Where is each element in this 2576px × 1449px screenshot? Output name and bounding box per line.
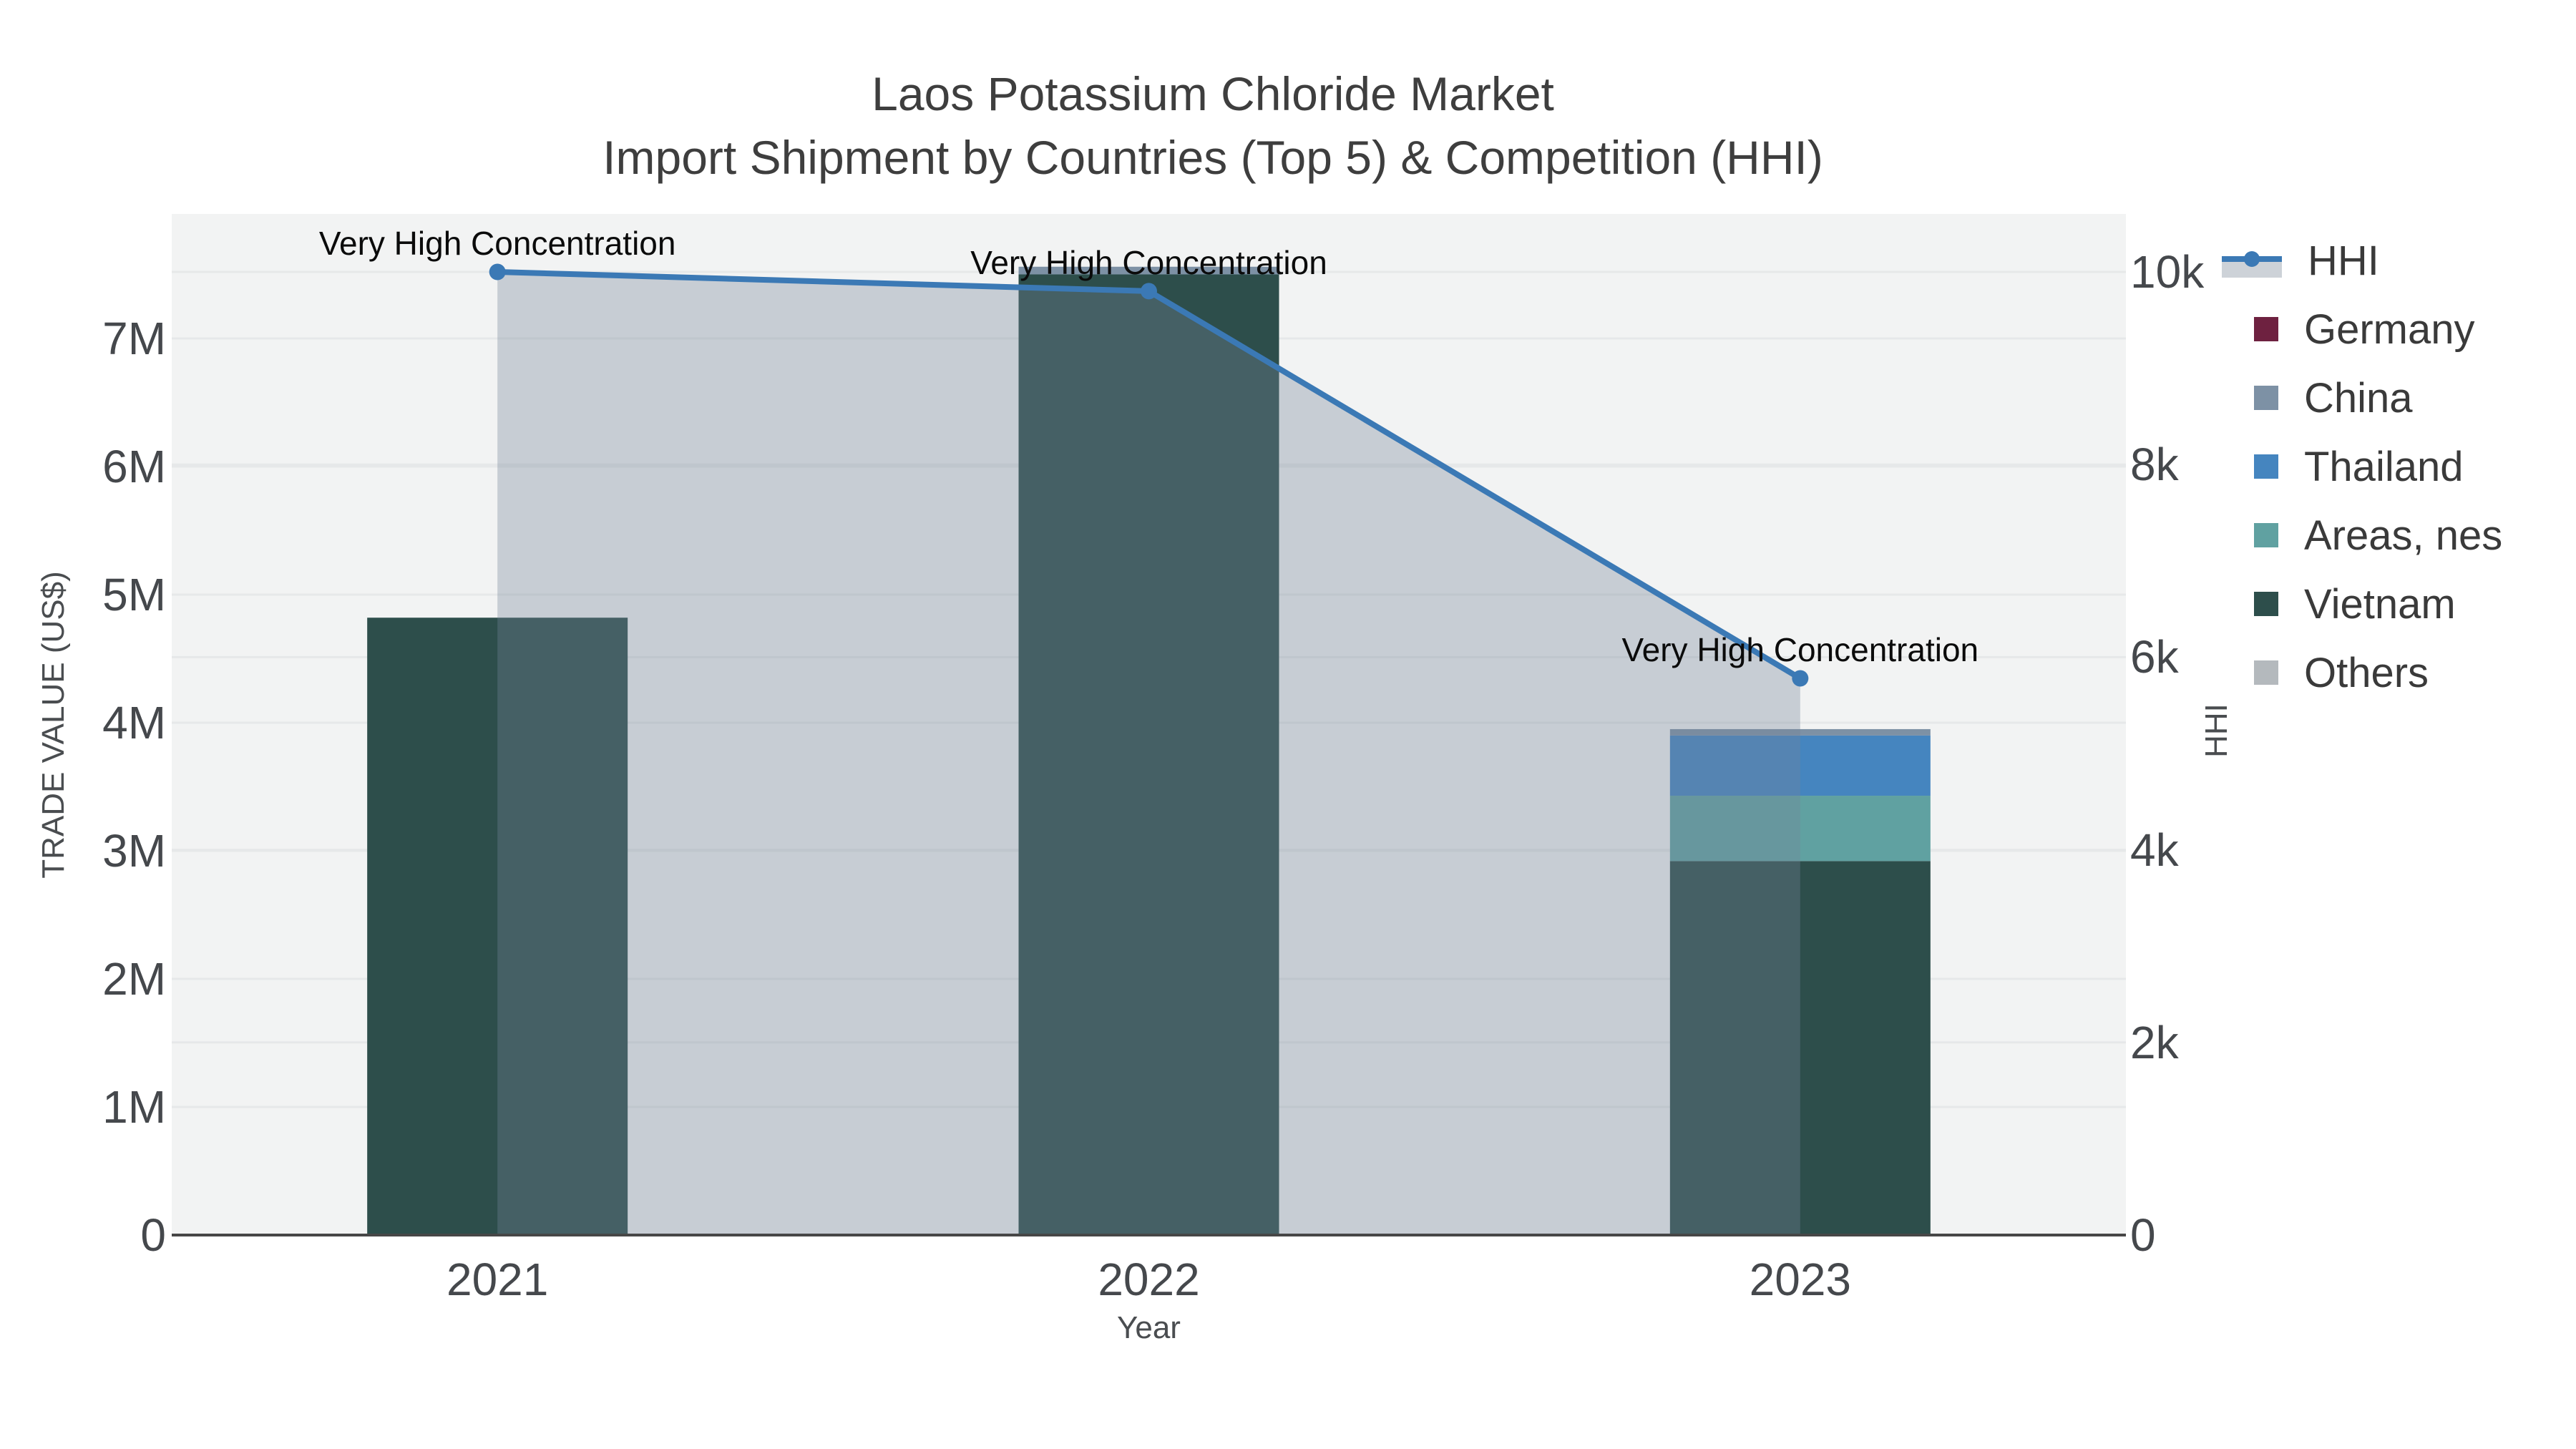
x-tick-2021: 2021 [446, 1254, 549, 1305]
legend-swatch-areasnes [2254, 523, 2278, 547]
legend-swatch-others [2254, 660, 2278, 685]
y-right-tick-8k: 8k [2130, 439, 2179, 491]
legend-swatch-thailand [2254, 454, 2278, 479]
bar-segment-thailand-2023[interactable] [1669, 735, 1931, 796]
annotation-2021: Very High Concentration [318, 225, 676, 262]
legend-label: China [2304, 374, 2413, 421]
bar-segment-vietnam-2022[interactable] [1018, 274, 1279, 1236]
legend-item-vietnam[interactable]: Vietnam [2254, 580, 2456, 628]
chart-title-line1: Laos Potassium Chloride Market [872, 67, 1554, 120]
legend-swatch-vietnam [2254, 592, 2278, 616]
legend-label: Vietnam [2304, 580, 2456, 628]
legend-label: Others [2304, 649, 2429, 696]
bar-segment-vietnam-2021[interactable] [367, 618, 628, 1235]
hhi-fill-area [497, 272, 1800, 1235]
y-left-tick-1M: 1M [102, 1081, 166, 1133]
legend-item-hhi[interactable]: HHI [2222, 237, 2379, 284]
y-right-tick-4k: 4k [2130, 824, 2179, 876]
y-right-tick-0: 0 [2130, 1209, 2156, 1261]
legend-swatch-germany [2254, 317, 2278, 341]
x-tick-2022: 2022 [1098, 1254, 1200, 1305]
bar-segment-china-2023[interactable] [1669, 728, 1931, 736]
y-right-tick-10k: 10k [2130, 246, 2205, 298]
legend-item-germany[interactable]: Germany [2254, 306, 2475, 353]
legend-label: Areas, nes [2304, 512, 2503, 559]
bar-segment-china-2022[interactable] [1018, 266, 1279, 275]
bar-segment-areasnes-2023[interactable] [1669, 796, 1931, 862]
legend-label: HHI [2308, 237, 2379, 284]
legend-hhi-line-symbol [2222, 251, 2282, 278]
legend-item-china[interactable]: China [2254, 374, 2413, 421]
y-left-axis-title: TRADE VALUE (US$) [36, 570, 71, 879]
y-left-tick-6M: 6M [102, 441, 166, 492]
y-right-tick-6k: 6k [2130, 631, 2179, 683]
y-right-tick-2k: 2k [2130, 1016, 2179, 1068]
y-left-tick-0: 0 [140, 1209, 166, 1261]
legend-swatch-china [2254, 386, 2278, 410]
legend-item-areasnes[interactable]: Areas, nes [2254, 512, 2503, 559]
bar-segment-vietnam-2023[interactable] [1669, 861, 1931, 1235]
chart-title-line2: Import Shipment by Countries (Top 5) & C… [602, 131, 1823, 184]
x-axis-title: Year [1117, 1310, 1181, 1345]
legend-label: Thailand [2304, 443, 2464, 490]
hhi-marker-2021[interactable] [489, 263, 506, 280]
y-right-axis-title: HHI [2199, 703, 2234, 758]
y-left-tick-5M: 5M [102, 569, 166, 620]
hhi-marker-2022[interactable] [1141, 283, 1157, 300]
y-left-tick-4M: 4M [102, 697, 166, 748]
annotation-2022: Very High Concentration [970, 243, 1327, 281]
annotation-2023: Very High Concentration [1621, 631, 1979, 668]
x-tick-2023: 2023 [1749, 1254, 1852, 1305]
y-left-tick-2M: 2M [102, 953, 166, 1005]
legend-item-thailand[interactable]: Thailand [2254, 443, 2464, 490]
legend-label: Germany [2304, 306, 2475, 353]
y-left-tick-3M: 3M [102, 825, 166, 877]
y-left-tick-7M: 7M [102, 313, 166, 364]
hhi-marker-2023[interactable] [1792, 670, 1809, 687]
legend-item-others[interactable]: Others [2254, 649, 2429, 696]
